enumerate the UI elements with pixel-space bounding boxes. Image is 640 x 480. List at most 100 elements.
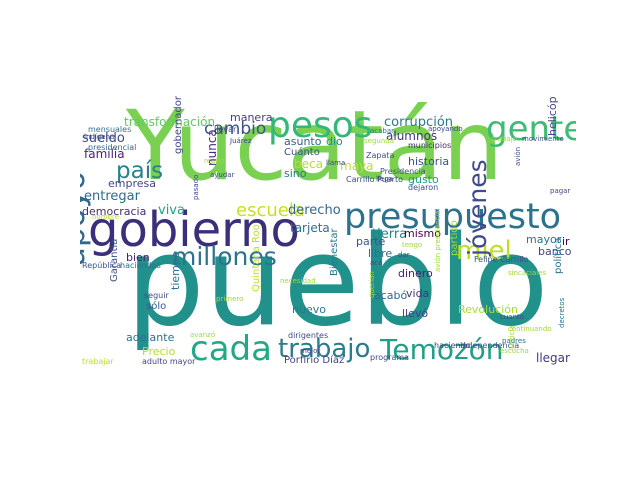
word-pais: país [116,158,164,184]
word-primero: primero [216,295,244,303]
word-quintana-roo: Quintana Roo [251,224,262,292]
word-transformacion: transformación [124,115,216,129]
word-llevo: llevó [402,307,429,320]
word-dio: dio [326,135,343,148]
word-zapata: Zapata [366,151,395,160]
word-pasado: pasado [192,174,200,200]
word-juarez: Juárez [230,137,252,145]
word-garantia: Garantía [109,238,120,282]
word-historia: historia [408,155,450,168]
word-mayor: mayor [526,233,562,246]
word-solo: sólo [146,301,167,312]
word-empresa: empresa [108,177,156,190]
word-aca: acá [370,259,383,267]
word-asunto: asunto [284,135,322,148]
word-escuela: escuela [236,200,305,221]
word-tengo: tengo [402,241,423,249]
word-derecho: derecho [288,203,341,218]
word-cambio: cambio [204,119,267,139]
word-viva: viva [158,203,185,218]
word-repito: repito [204,157,225,165]
word-trabajar: trabajar [82,357,114,366]
word-dirigentes: dirigentes [288,331,329,340]
word-presidencia: Presidencia [380,167,426,176]
word-hombre: hombre [92,213,120,221]
word-tierra: tierra [372,227,408,242]
word-dinero: dinero [398,267,433,280]
word-indigena: indígena [84,133,115,141]
word-tarjeta: tarjeta [290,221,330,235]
word-trabajo-small: trabajo [492,135,517,143]
word-banco: banco [538,245,572,258]
word-miel: miel [456,236,512,266]
word-cuanto-small: cuanto [500,313,525,321]
word-corrupcion: corrupción [384,115,454,130]
word-adulto-mayor: adulto mayor [142,357,196,366]
word-independencia: Independencia [460,341,520,350]
word-dejaron: dejaron [408,183,439,192]
word-revolucion: Revolución [458,303,518,316]
word-politica: política [553,237,564,274]
word-justicia: justicia [508,325,516,350]
word-yucatan: Yucatán [126,96,504,202]
word-movimiento: movimiento [522,135,564,143]
word-tiempo: tiempo [169,251,182,290]
word-seguir: seguir [144,291,169,300]
word-maya: maya [340,159,374,173]
word-libre: libre [368,247,393,260]
word-carrillo-puerto: Carrillo Puerto [346,175,404,184]
word-bienestar: Bienestar [329,228,340,276]
word-parte: parte [356,235,386,248]
word-presupuesto: presupuesto [344,197,562,237]
word-pesos: pesos [268,105,373,146]
word-gobernador: gobernador [173,96,184,154]
word-mismo: mismo [404,227,441,240]
word-escucha: escucha [500,347,529,355]
word-jovenes: jóvenes [463,159,492,256]
word-cabo: cabo [80,261,83,286]
word-entregar: entregar [84,189,140,204]
word-apoyando: apoyando [428,125,463,133]
word-sueldo: sueldo [82,131,125,146]
word-democracia: democracia [82,205,147,218]
word-acabo: acabó [374,289,408,302]
word-familia: familia [84,147,125,161]
word-nunca: nunca [205,129,219,166]
word-padres: padres [502,337,526,345]
word-llevar: llevar [214,125,237,134]
word-municipios: municipios [408,141,452,150]
word-haciendas: haciendas [120,261,161,270]
word-cada: cada [190,329,272,368]
word-adelante: adelante [126,331,175,344]
word-beca: beca [294,157,323,171]
word-querian: querían [368,271,376,298]
word-republica: República [82,261,122,270]
word-gobierno: gobierno [88,202,300,258]
word-continuando: continuando [508,325,552,333]
word-alumnos: alumnos [386,129,438,143]
word-presidencial: presidencial [88,143,137,152]
word-millones: millones [172,242,277,271]
word-pueblo: pueblo [126,210,549,354]
word-decretos: decretos [558,297,566,328]
word-precio: Precio [142,345,176,358]
word-avanzo: avanzó [190,331,216,339]
word-felipe-carrillo: Felipe Carrillo [474,255,529,264]
word-pagar: pagar [550,187,571,195]
word-sino: sino [284,167,307,180]
word-partido: partido [449,220,460,256]
word-temozon: Temozón [380,333,504,366]
word-mensuales: mensuales [88,125,132,134]
word-sincaciales: sincaciales [508,269,547,277]
word-cuanto: Cuánto [284,147,320,158]
word-trabajo: trabajo [278,334,371,364]
word-avion: avión [514,146,522,166]
word-cloud: Yucatán pueblo gobierno presupuesto peso… [80,96,576,368]
word-segunda: segunda [364,137,395,145]
word-haciendo: haciendo [434,341,471,350]
word-acabar: acabar [370,127,395,135]
word-programa: programa [370,353,410,362]
word-necesidad: necesidad [280,277,316,285]
word-nuevo: nuevo [292,303,326,316]
word-dar: dar [398,251,410,259]
